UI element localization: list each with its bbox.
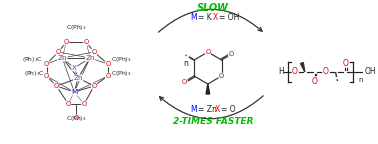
Text: n: n	[184, 59, 189, 69]
Text: Zn: Zn	[57, 55, 67, 61]
Text: Zn: Zn	[73, 75, 83, 81]
Text: O: O	[312, 76, 318, 86]
Text: O: O	[219, 73, 224, 79]
Text: C(Ph)$_3$: C(Ph)$_3$	[66, 23, 87, 32]
FancyArrowPatch shape	[158, 9, 262, 32]
Text: M: M	[191, 14, 197, 22]
Text: X: X	[213, 14, 218, 22]
Text: C(Ph)$_3$: C(Ph)$_3$	[66, 114, 87, 123]
Text: (Ph)$_3$C: (Ph)$_3$C	[22, 55, 43, 65]
Text: O: O	[91, 83, 97, 89]
Text: X: X	[215, 106, 220, 114]
Text: = OH: = OH	[219, 14, 239, 22]
Text: O: O	[105, 61, 110, 67]
Text: H: H	[278, 68, 284, 76]
Text: Zn: Zn	[85, 55, 95, 61]
Text: O: O	[342, 58, 349, 68]
Text: O: O	[91, 49, 97, 55]
Text: O: O	[292, 68, 298, 76]
Text: O: O	[205, 49, 211, 55]
Text: O: O	[228, 52, 234, 57]
Polygon shape	[301, 62, 305, 72]
Text: OH: OH	[364, 68, 376, 76]
Text: 2-TIMES FASTER: 2-TIMES FASTER	[172, 118, 253, 126]
Text: = Zn: = Zn	[198, 106, 217, 114]
Text: O: O	[56, 49, 61, 55]
Text: O: O	[105, 73, 110, 79]
Polygon shape	[206, 84, 210, 94]
Text: SLOW: SLOW	[197, 3, 229, 13]
Text: O: O	[82, 101, 87, 107]
Text: O: O	[323, 68, 328, 76]
Text: (Ph)$_3$C: (Ph)$_3$C	[24, 69, 45, 77]
Text: O: O	[44, 61, 49, 67]
Text: O: O	[182, 78, 187, 85]
Text: O: O	[74, 115, 79, 121]
FancyArrowPatch shape	[160, 96, 263, 119]
Text: M: M	[191, 106, 197, 114]
Text: = O: = O	[221, 106, 235, 114]
Text: O: O	[44, 73, 49, 79]
Text: C(Ph)$_3$: C(Ph)$_3$	[112, 55, 132, 65]
Text: O: O	[84, 39, 89, 45]
Text: O: O	[66, 101, 71, 107]
Text: = K: = K	[198, 14, 212, 22]
Text: O: O	[64, 39, 69, 45]
Text: X: X	[72, 65, 77, 71]
Text: O: O	[54, 83, 59, 89]
Text: C(Ph)$_3$: C(Ph)$_3$	[112, 69, 132, 77]
Text: n: n	[358, 77, 363, 83]
Text: M: M	[71, 89, 77, 95]
